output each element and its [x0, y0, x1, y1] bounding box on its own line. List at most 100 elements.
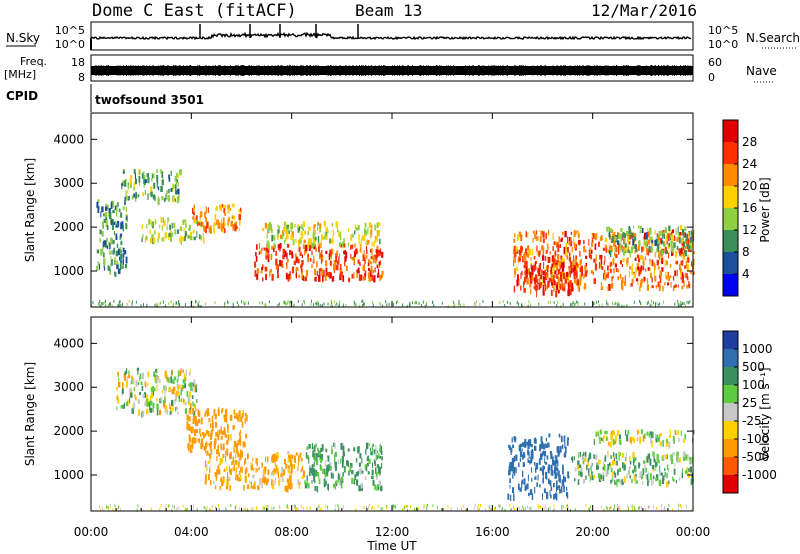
heatmap-cell [353, 250, 356, 257]
heatmap-cell [662, 267, 664, 272]
heatmap-cell [117, 304, 119, 308]
heatmap-cell [566, 440, 569, 446]
heatmap-cell [325, 272, 328, 276]
heatmap-cell [338, 506, 340, 510]
heatmap-cell [170, 170, 172, 176]
heatmap-cell [583, 240, 585, 245]
heatmap-cell [222, 228, 224, 234]
heatmap-cell [613, 452, 615, 457]
heatmap-cell [638, 240, 641, 247]
heatmap-cell [202, 232, 205, 239]
heatmap-cell [614, 236, 617, 242]
colorbar-tick-label: 24 [742, 157, 757, 171]
heatmap-cell [402, 303, 404, 307]
heatmap-cell [337, 459, 340, 465]
heatmap-cell [515, 267, 519, 272]
heatmap-cell [617, 276, 619, 281]
heatmap-cell [233, 464, 235, 471]
heatmap-cell [582, 458, 585, 465]
heatmap-cell [593, 474, 596, 479]
heatmap-cell [303, 239, 306, 244]
heatmap-cell [127, 376, 129, 382]
heatmap-cell [560, 238, 563, 242]
heatmap-cell [313, 461, 315, 467]
heatmap-cell [122, 206, 125, 211]
heatmap-cell [686, 284, 689, 289]
heatmap-cell [331, 449, 333, 455]
heatmap-cell [267, 469, 270, 476]
heatmap-cell [519, 487, 522, 492]
heatmap-cell [573, 265, 575, 270]
heatmap-cell [213, 222, 216, 226]
heatmap-cell [530, 263, 532, 269]
heatmap-cell [649, 458, 652, 466]
heatmap-cell [154, 303, 156, 307]
heatmap-cell [423, 504, 425, 508]
heatmap-cell [318, 303, 320, 307]
heatmap-cell [340, 458, 342, 464]
heatmap-cell [636, 254, 640, 259]
heatmap-cell [189, 231, 192, 238]
heatmap-cell [277, 264, 279, 270]
heatmap-cell [541, 245, 544, 251]
heatmap-cell [260, 250, 262, 254]
heatmap-cell [331, 277, 334, 282]
heatmap-cell [110, 259, 113, 266]
heatmap-cell [335, 253, 338, 258]
heatmap-cell [173, 376, 177, 381]
heatmap-cell [238, 462, 240, 469]
heatmap-cell [323, 302, 325, 306]
heatmap-cell [356, 250, 359, 254]
heatmap-cell [188, 434, 190, 439]
heatmap-cell [262, 468, 265, 475]
heatmap-cell [643, 460, 646, 464]
heatmap-cell [252, 507, 254, 511]
colorbar-tick-label: 500 [742, 360, 765, 374]
heatmap-cell [120, 405, 123, 409]
heatmap-cell [179, 169, 182, 176]
heatmap-cell [518, 231, 522, 237]
heatmap-cell [210, 433, 213, 440]
heatmap-cell [203, 225, 206, 232]
heatmap-cell [570, 240, 573, 247]
heatmap-cell [156, 181, 158, 189]
heatmap-cell [265, 273, 267, 281]
heatmap-cell [325, 267, 328, 273]
heatmap-cell [183, 378, 186, 384]
heatmap-cell [634, 508, 636, 512]
heatmap-cell [681, 285, 684, 290]
heatmap-cell [211, 426, 214, 432]
heatmap-cell [527, 442, 530, 450]
heatmap-cell [527, 474, 529, 482]
heatmap-cell [177, 182, 179, 188]
heatmap-cell [295, 507, 297, 511]
heatmap-cell [529, 506, 531, 510]
heatmap-cell [562, 231, 564, 235]
heatmap-cell [582, 455, 585, 461]
heatmap-cell [531, 477, 533, 482]
heatmap-cell [546, 455, 549, 460]
heatmap-cell [177, 370, 180, 377]
heatmap-cell [325, 260, 328, 267]
heatmap-cell [602, 475, 605, 482]
heatmap-cell [151, 172, 153, 177]
heatmap-cell [604, 237, 608, 242]
heatmap-cell [509, 301, 511, 305]
heatmap-cell [443, 507, 444, 511]
heatmap-cell [126, 380, 128, 388]
heatmap-cell [180, 368, 183, 374]
heatmap-cell [318, 505, 320, 509]
heatmap-cell [638, 258, 641, 263]
x-tick-label: 04:00 [174, 525, 209, 539]
heatmap-cell [518, 256, 521, 262]
heatmap-cell [244, 442, 246, 447]
heatmap-cell [161, 237, 164, 242]
heatmap-cell [361, 274, 363, 281]
heatmap-cell [193, 211, 195, 216]
heatmap-cell [518, 462, 520, 468]
heatmap-cell [668, 236, 670, 242]
heatmap-cell [646, 302, 648, 305]
heatmap-cell [378, 485, 380, 491]
heatmap-cell [683, 302, 685, 306]
heatmap-cell [313, 453, 316, 457]
